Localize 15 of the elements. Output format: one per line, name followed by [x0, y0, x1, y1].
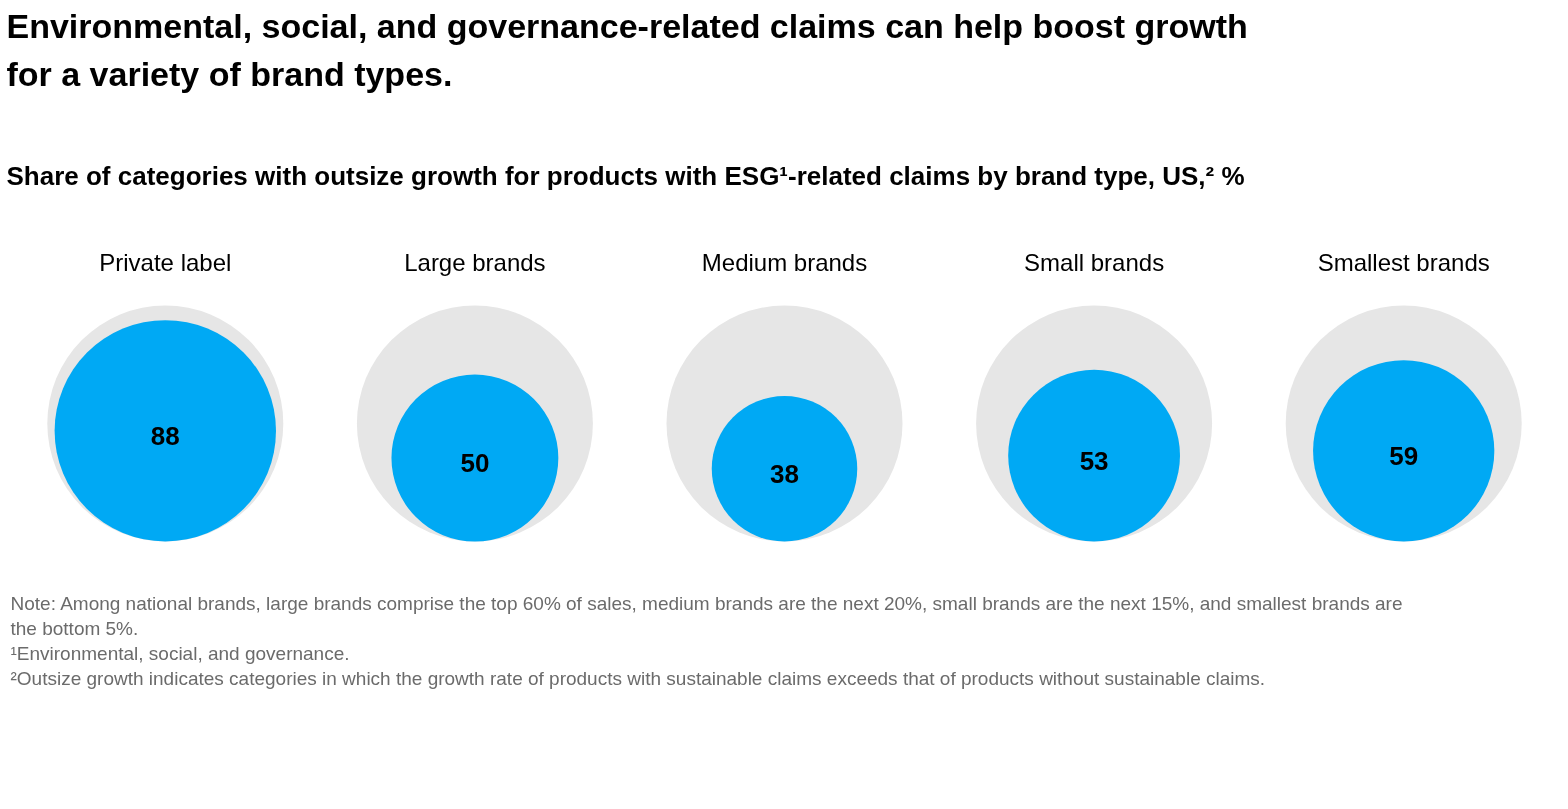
category-label: Private label [99, 249, 232, 276]
data-label: 88 [150, 420, 180, 451]
text: ²Outsize growth indicates categories in which the growth rate of products with sustainable claims exceeds that of products without sustainable claims. [10, 667, 1266, 689]
text: Note: Among national brands, large brands comprise the top 60% of sales, medium brands are the next 20%, small brands are the next 15%, and smallest brands are the bottom 5%. [10, 592, 1403, 639]
category-label: Small brands [1024, 249, 1165, 276]
category-label: Medium brands [701, 249, 868, 276]
text: ¹Environmental, social, and governance. [10, 642, 350, 664]
category-label: Smallest brands [1317, 249, 1490, 276]
text: Environmental, social, and governance-related claims can help boost growth for a variety of brand types. [6, 6, 1248, 93]
data-label: 38 [770, 458, 799, 489]
data-label: 59 [1389, 440, 1419, 471]
category-label: Large brands [404, 249, 546, 276]
data-label: 53 [1079, 445, 1109, 476]
text: Share of categories with outsize growth for products with ESG¹-related claims by brand type, US,² % [6, 160, 1245, 191]
data-label: 50 [460, 448, 490, 479]
